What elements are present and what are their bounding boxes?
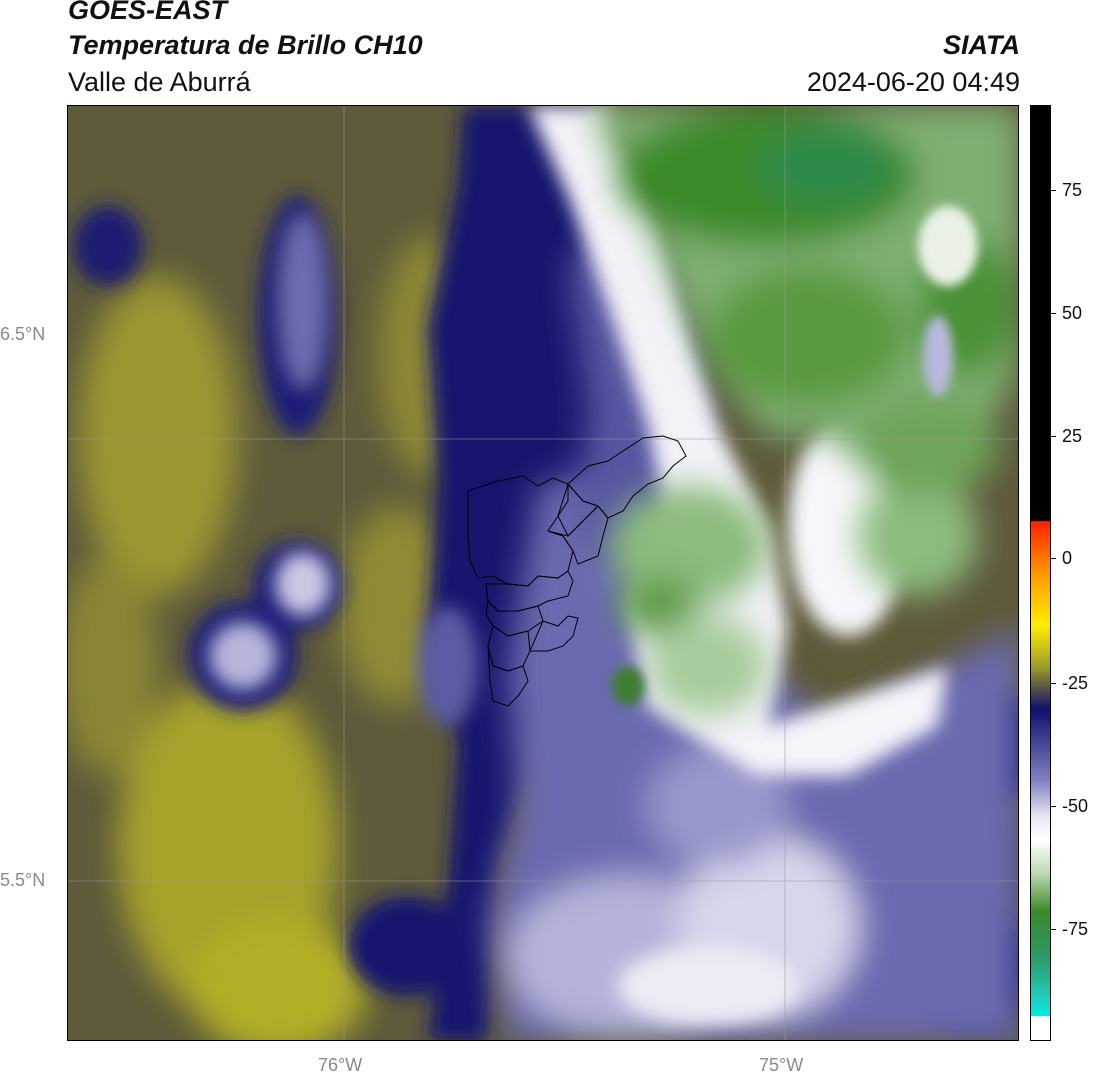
brightness-temperature-field	[68, 106, 1018, 1040]
product-title: Temperatura de Brillo CH10	[68, 30, 423, 60]
colorbar-tick-25: 25	[1062, 426, 1083, 446]
temperature-colorbar	[1030, 105, 1051, 1041]
colorbar-tick-75: 75	[1062, 180, 1083, 200]
organization-label: SIATA	[943, 30, 1020, 60]
colorbar-tick-minus-25: -25	[1062, 673, 1089, 693]
colorbar-tick-minus-50: -50	[1062, 796, 1089, 816]
map-gridlines	[68, 106, 1018, 1040]
satellite-title: GOES-EAST	[68, 0, 228, 25]
lat-label-5-5: 5.5°N	[0, 870, 46, 890]
satellite-map	[67, 105, 1019, 1041]
lat-label-6-5: 6.5°N	[0, 324, 46, 344]
colorbar-tick-0: 0	[1062, 548, 1073, 568]
region-title: Valle de Aburrá	[68, 67, 251, 97]
colorbar-tick-minus-75: -75	[1062, 919, 1089, 939]
lon-label-75w: 75°W	[759, 1055, 804, 1075]
datetime-label: 2024-06-20 04:49	[806, 67, 1020, 97]
colorbar-tick-50: 50	[1062, 303, 1083, 323]
municipality-boundaries	[467, 435, 687, 707]
lon-label-76w: 76°W	[318, 1055, 363, 1075]
